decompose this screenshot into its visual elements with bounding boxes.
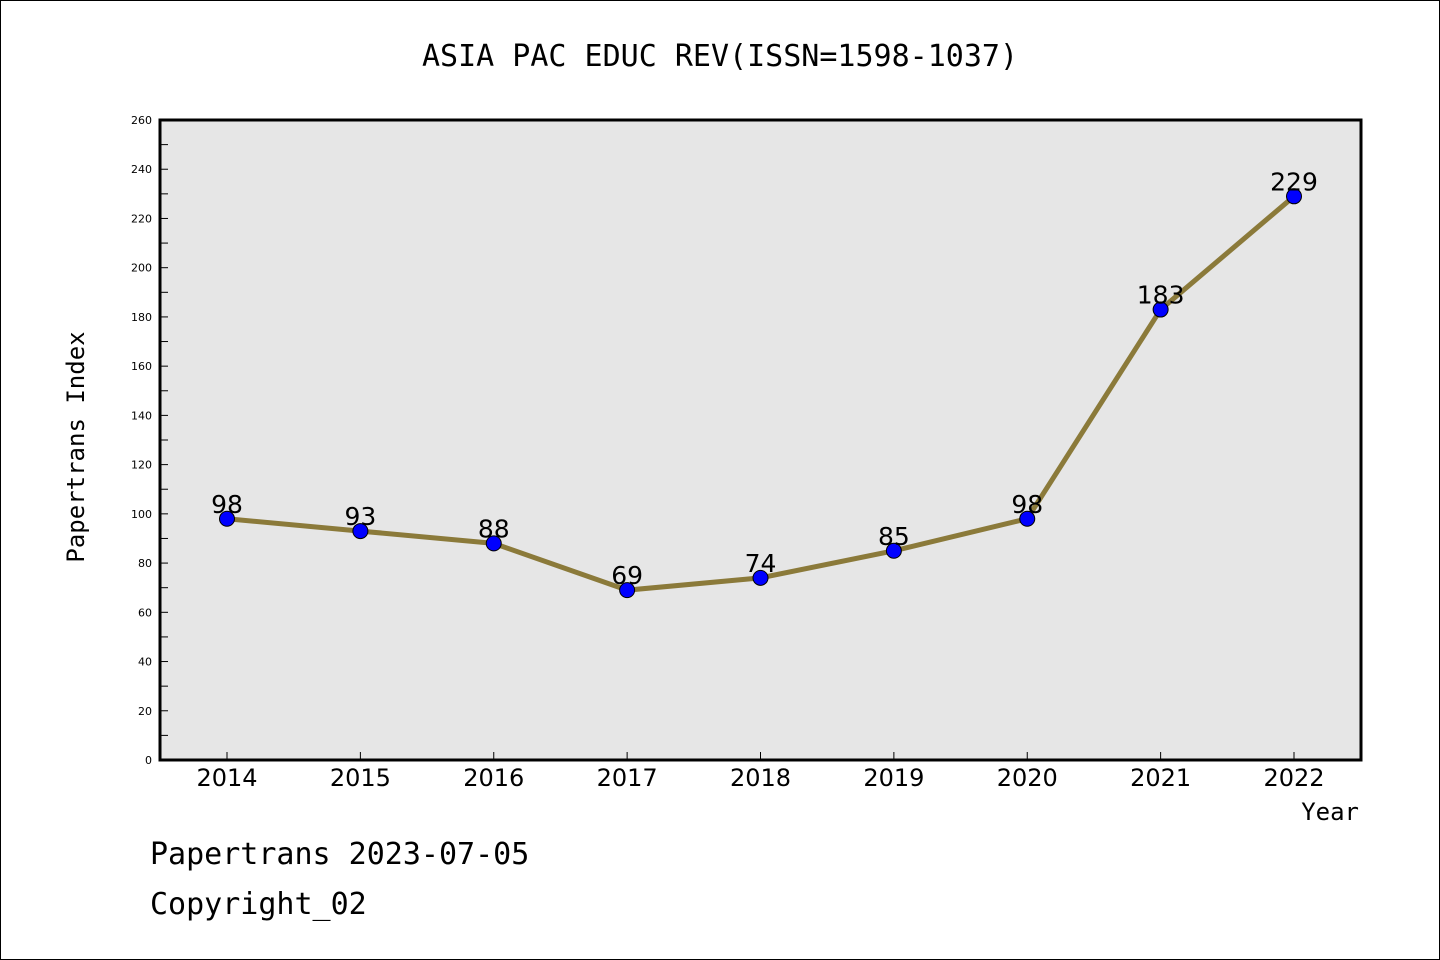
data-label: 93 xyxy=(344,502,376,531)
x-tick-label: 2014 xyxy=(196,764,257,792)
y-tick-label: 100 xyxy=(131,508,152,521)
data-point xyxy=(219,510,235,527)
data-point xyxy=(885,542,902,559)
data-point xyxy=(1286,188,1302,205)
data-point xyxy=(1019,510,1036,527)
y-tick-label: 20 xyxy=(138,705,152,718)
data-point xyxy=(485,535,502,552)
y-tick-label: 200 xyxy=(131,262,152,275)
series-line-group: 98 93 88 69 74 85 98 183 229 xyxy=(211,167,1318,599)
y-tick-label: 140 xyxy=(131,409,152,422)
data-label: 85 xyxy=(878,522,910,551)
x-tick-label: 2017 xyxy=(597,764,658,792)
y-tick-label: 120 xyxy=(131,459,152,472)
data-label: 183 xyxy=(1137,281,1185,310)
y-tick-label: 160 xyxy=(131,360,152,373)
y-tick-label: 40 xyxy=(138,656,152,669)
y-tick-label: 0 xyxy=(145,754,152,767)
y-tick-label: 60 xyxy=(138,606,152,619)
plot-area xyxy=(158,118,1363,762)
x-tick-label: 2022 xyxy=(1263,764,1324,792)
x-axis-label: Year xyxy=(1301,798,1359,826)
data-point xyxy=(619,582,636,599)
data-label: 98 xyxy=(211,490,243,519)
y-tick-label: 220 xyxy=(131,212,152,225)
y-axis-label: Papertrans Index xyxy=(62,331,90,562)
chart-title: ASIA PAC EDUC REV(ISSN=1598-1037) xyxy=(422,39,1018,74)
data-point xyxy=(752,569,769,586)
y-tick-label: 80 xyxy=(138,557,152,570)
x-tick-label: 2021 xyxy=(1130,764,1191,792)
footer-date: Papertrans 2023-07-05 xyxy=(150,837,529,872)
data-point xyxy=(1152,301,1169,318)
x-tick-label: 2018 xyxy=(730,764,791,792)
x-axis: 2014 2015 2016 2017 2018 2019 2020 2021 2022 xyxy=(196,752,1325,792)
footer-copyright: Copyright_02 xyxy=(150,887,367,922)
data-label: 69 xyxy=(611,561,643,590)
x-tick-label: 2015 xyxy=(330,764,391,792)
data-label: 74 xyxy=(745,549,777,578)
data-label: 98 xyxy=(1011,490,1043,519)
y-tick-label: 240 xyxy=(131,163,152,176)
x-tick-label: 2016 xyxy=(463,764,524,792)
data-label: 229 xyxy=(1270,167,1318,196)
x-tick-label: 2019 xyxy=(863,764,924,792)
y-tick-label: 260 xyxy=(131,114,152,127)
x-tick-label: 2020 xyxy=(997,764,1058,792)
y-axis: 0 20 40 60 80 100 120 140 160 180 200 220 240 260 xyxy=(131,114,168,767)
y-tick-label: 180 xyxy=(131,311,152,324)
data-point xyxy=(352,523,369,540)
data-label: 88 xyxy=(478,514,510,543)
